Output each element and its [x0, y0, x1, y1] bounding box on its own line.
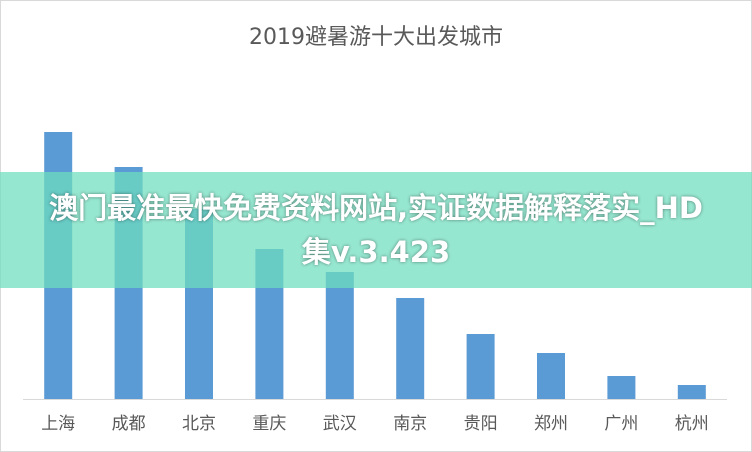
x-tick-label: 成都: [112, 414, 146, 434]
x-tick-label: 北京: [182, 414, 216, 434]
bar: [537, 353, 565, 399]
bar: [677, 385, 706, 399]
x-tick-label: 广州: [604, 414, 638, 434]
bar: [607, 376, 636, 399]
overlay-banner: 澳门最准最快免费资料网站,实证数据解释落实_HD集v.3.423: [0, 172, 752, 288]
bar: [466, 334, 495, 399]
x-tick-label: 郑州: [534, 414, 568, 434]
x-tick-label: 杭州: [675, 414, 709, 434]
bar: [396, 298, 425, 399]
chart-title: 2019避暑游十大出发城市: [249, 25, 503, 50]
overlay-text: 澳门最准最快免费资料网站,实证数据解释落实_HD集v.3.423: [49, 191, 703, 269]
x-tick-label: 武汉: [323, 414, 357, 434]
x-tick-label: 重庆: [252, 414, 286, 434]
x-tick-label: 贵阳: [464, 414, 498, 434]
x-tick-label: 南京: [393, 414, 427, 434]
x-tick-label: 上海: [41, 414, 75, 434]
bar: [325, 272, 354, 399]
